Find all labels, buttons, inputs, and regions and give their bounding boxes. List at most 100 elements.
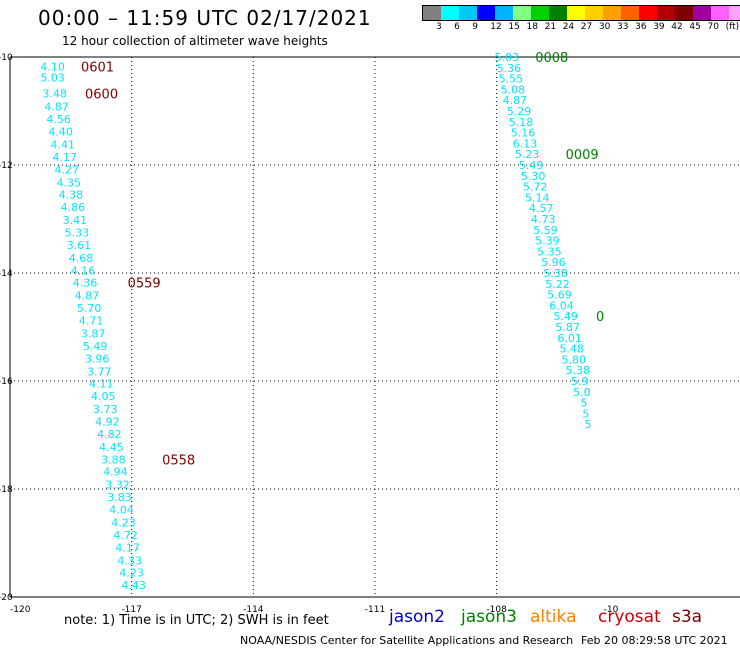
wave-height-value: 5.59 — [533, 224, 558, 237]
colorbar-swatch — [549, 6, 567, 20]
wave-height-value: 6.04 — [549, 299, 574, 312]
wave-height-value: 5 — [580, 397, 587, 410]
colorbar-swatch — [567, 6, 585, 20]
colorbar-label: 15 — [508, 22, 520, 32]
colorbar-swatch — [675, 6, 693, 20]
wave-height-value: 5.14 — [525, 191, 550, 204]
wave-height-value: 5.0 — [573, 386, 591, 399]
colorbar-label: 24 — [562, 22, 575, 32]
wave-height-value: 3.96 — [85, 352, 110, 365]
map-subtitle: 12 hour collection of altimeter wave hei… — [62, 34, 328, 48]
wave-height-value: 4.23 — [111, 516, 136, 529]
units-note: note: 1) Time is in UTC; 2) SWH is in fe… — [64, 613, 329, 628]
wave-height-value: 6.01 — [557, 332, 582, 345]
lon-tick-label: -114 — [243, 605, 264, 615]
wave-height-value: 5.38 — [566, 364, 591, 377]
wave-height-value: 5.96 — [541, 256, 566, 269]
colorbar-labels: 3 6 9 12 15 18 21 24 27 30 33 36 39 42 45 70 (ft) — [422, 22, 740, 34]
wave-height-value: 5.29 — [507, 105, 532, 118]
wave-height-value: 5 — [582, 407, 589, 420]
colorbar-swatch — [729, 6, 740, 20]
lat-tick-label: -12 — [0, 161, 13, 171]
wave-height-value: 5.49 — [83, 340, 108, 353]
wave-height-value: 4.40 — [48, 126, 73, 139]
track-points: 4.105.033.484.874.564.404.414.174.274.35… — [40, 51, 591, 592]
colorbar-swatch — [441, 6, 459, 20]
wave-height-value: 4.38 — [59, 189, 84, 202]
map-grid — [10, 57, 740, 597]
wave-height-value: 4.57 — [529, 202, 554, 215]
wave-height-value: 5.49 — [553, 310, 578, 323]
colorbar-swatch — [603, 6, 621, 20]
wave-height-value: 4.71 — [79, 315, 104, 328]
wave-height-value: 4.23 — [119, 567, 144, 580]
axis-ticks: -120 -117 -114 -111 -108 -10 -10 -12 -14 -16 -18 -2… — [0, 53, 619, 615]
colorbar-label: 33 — [617, 22, 629, 32]
wave-height-value: 4.87 — [75, 290, 100, 303]
wave-height-value: 3.73 — [93, 403, 118, 416]
legend-jason3: jason3 — [461, 607, 517, 627]
legend-cryosat: cryosat — [598, 607, 661, 627]
colorbar-swatch — [495, 6, 513, 20]
lat-tick-label: -10 — [0, 53, 13, 63]
colorbar-label: 27 — [580, 22, 593, 32]
colorbar-label: 12 — [490, 22, 502, 32]
colorbar-swatch — [531, 6, 549, 20]
wave-height-value: 4.17 — [53, 151, 78, 164]
wave-height-value: 3.41 — [63, 214, 88, 227]
pass-time-label: 0 — [596, 310, 604, 325]
wave-height-value: 4.05 — [91, 390, 116, 403]
colorbar-label: 18 — [526, 22, 538, 32]
lat-tick-label: -16 — [0, 377, 13, 387]
wave-height-value: 5.22 — [545, 278, 570, 291]
map-title: 00:00 – 11:59 UTC 02/17/2021 — [38, 6, 372, 30]
colorbar-swatch — [639, 6, 657, 20]
wave-height-value: 4.27 — [55, 163, 80, 176]
wave-height-value: 4.04 — [109, 504, 134, 517]
wave-height-value: 4.72 — [113, 529, 138, 542]
colorbar-label: 45 — [689, 22, 701, 32]
wave-height-value: 3.61 — [67, 239, 92, 252]
wave-height-value: 5.87 — [555, 321, 580, 334]
wave-height-value: 3.48 — [42, 88, 67, 101]
colorbar-label: 30 — [598, 22, 611, 32]
wave-height-value: 4.56 — [46, 113, 71, 126]
legend-altika: altika — [530, 607, 577, 627]
lon-tick-label: -120 — [10, 605, 31, 615]
wave-height-value: 4.82 — [97, 428, 122, 441]
colorbar-label: 42 — [671, 22, 683, 32]
wave-height-value: 5.9 — [571, 375, 589, 388]
pass-time-label: 0008 — [535, 51, 568, 66]
colorbar-swatch — [693, 6, 711, 20]
colorbar-swatch — [621, 6, 639, 20]
wave-height-value: 3.77 — [87, 365, 112, 378]
colorbar-swatch — [513, 6, 531, 20]
wave-height-value: 5.35 — [537, 245, 562, 258]
lat-tick-label: -18 — [0, 485, 13, 495]
colorbar-label: 6 — [454, 22, 460, 32]
pass-time-label: 0558 — [162, 453, 195, 468]
wave-height-value: 5.38 — [543, 267, 568, 280]
lon-tick-label: -108 — [486, 605, 507, 615]
wave-height-value: 5.30 — [521, 170, 546, 183]
legend-jason2: jason2 — [389, 607, 445, 627]
pass-time-label: 0600 — [85, 88, 118, 103]
pass-time-label: 0009 — [566, 148, 599, 163]
lat-tick-label: -20 — [0, 593, 13, 603]
colorbar-label: 9 — [472, 22, 478, 32]
wave-height-value: 5.03 — [40, 72, 65, 85]
wave-height-value: 5.36 — [497, 62, 522, 75]
wave-height-value: 4.10 — [40, 61, 65, 74]
wave-height-value: 5.70 — [77, 302, 102, 315]
colorbar-swatch — [423, 6, 441, 20]
wave-height-value: 5.69 — [547, 289, 572, 302]
time-labels: 0601 0600 0559 0558 0008 0009 0 — [81, 51, 604, 468]
wave-height-value: 4.68 — [69, 252, 94, 265]
colorbar-label: 36 — [635, 22, 647, 32]
wave-height-value: 5.55 — [499, 73, 524, 86]
colorbar-label: 70 — [707, 22, 719, 32]
wave-height-value: 4.94 — [103, 466, 128, 479]
wave-height-value: 4.92 — [95, 416, 120, 429]
colorbar-swatch — [657, 6, 675, 20]
